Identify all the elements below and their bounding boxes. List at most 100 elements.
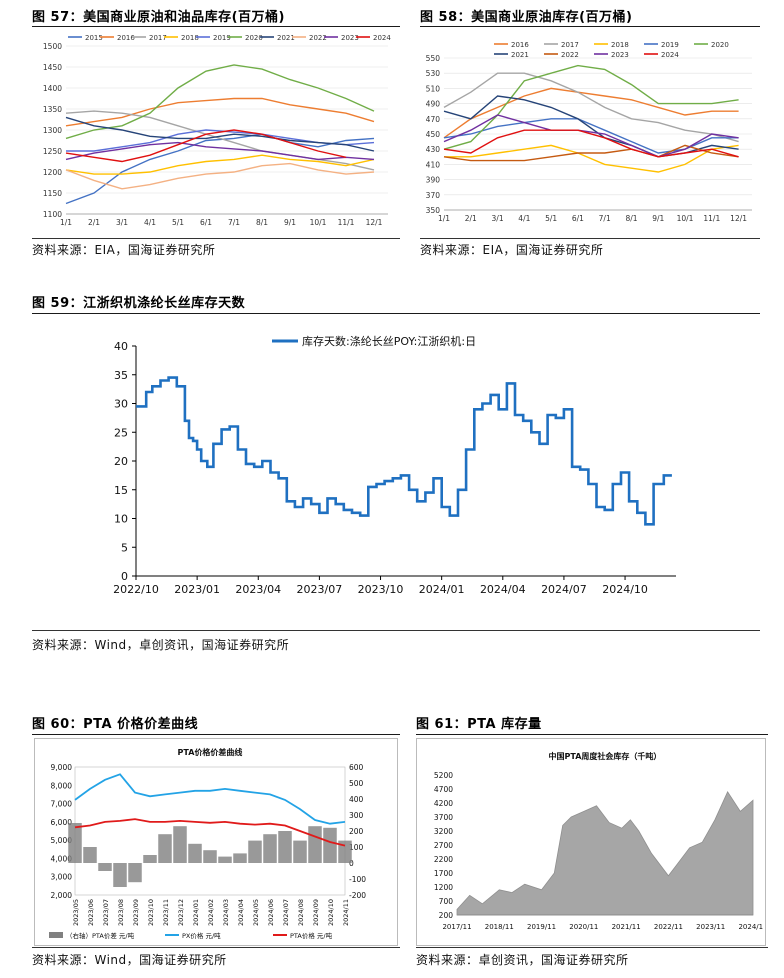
series-line-2016 [443, 87, 739, 139]
x-tick-label: 2024/09 [312, 899, 320, 926]
x-tick-label: 2024/05 [252, 899, 260, 926]
x-tick-label: 2021/11 [612, 923, 641, 931]
y-right-tick-label: -200 [349, 891, 366, 900]
x-tick-label: 2024/08 [297, 899, 305, 926]
y-tick-label: 1200 [434, 883, 453, 892]
spread-bar [203, 850, 217, 863]
y-tick-label: 510 [426, 84, 441, 93]
figure-58-title: 图 58：美国商业原油库存(百万桶) [420, 10, 633, 25]
spread-bar [128, 863, 142, 883]
x-tick-label: 2024/01 [419, 583, 465, 596]
x-tick-label: 2/1 [88, 218, 100, 227]
legend-label-2016: 2016 [117, 34, 135, 42]
spread-bar [68, 823, 82, 863]
y-tick-label: 370 [426, 191, 441, 200]
x-tick-label: 2017/11 [442, 923, 471, 931]
x-tick-label: 2023/07 [102, 899, 110, 926]
y-tick-label: 1200 [43, 168, 62, 177]
x-tick-label: 11/1 [703, 214, 720, 223]
y-tick-label: 25 [114, 426, 128, 439]
x-tick-label: 2023/10 [147, 899, 155, 926]
y-tick-label: 450 [426, 130, 441, 139]
y-tick-label: 550 [426, 54, 441, 63]
figure-60-bottom-rule [32, 947, 400, 948]
figure-57-source: 资料来源：EIA，国海证券研究所 [32, 243, 216, 257]
legend-swatch-spread [49, 932, 63, 938]
y-tick-label: 4200 [434, 799, 453, 808]
legend-label-2019: 2019 [213, 34, 231, 42]
x-tick-label: 2023/11 [162, 899, 170, 926]
y-right-tick-label: -100 [349, 875, 366, 884]
legend-label-2018: 2018 [181, 34, 199, 42]
spread-bar [188, 843, 202, 863]
y-right-tick-label: 300 [349, 811, 364, 820]
legend-label-2017: 2017 [149, 34, 167, 42]
spread-bar [323, 827, 337, 863]
y-tick-label: 530 [426, 69, 441, 78]
y-tick-label: 1300 [43, 126, 62, 135]
x-tick-label: 2019/11 [527, 923, 556, 931]
y-tick-label: 3200 [434, 827, 453, 836]
legend-label-2017: 2017 [561, 41, 579, 49]
x-tick-label: 2023/08 [117, 899, 125, 926]
figure-59-chart: 0 5 10 15 20 25 30 35 40 2022/10 2023/01 2023/04 202… [113, 334, 676, 596]
y-left-tick-label: 6,000 [51, 818, 73, 827]
y-tick-label: 35 [114, 369, 128, 382]
series-line-2017 [65, 110, 375, 171]
x-tick-label: 2024/11 [342, 899, 350, 926]
x-tick-label: 2023/04 [235, 583, 281, 596]
x-tick-label: 2022/10 [113, 583, 159, 596]
series-line-2022 [65, 162, 375, 190]
x-tick-label: 4/1 [144, 218, 156, 227]
x-tick-label: 2024/04 [480, 583, 526, 596]
figure-59-source: 资料来源：Wind，卓创资讯，国海证券研究所 [32, 638, 290, 652]
y-tick-label: 5 [121, 541, 128, 554]
series-line-2020 [443, 64, 739, 150]
legend-label-2024: 2024 [373, 34, 391, 42]
figure-60-top-rule [32, 734, 400, 735]
y-right-tick-label: 200 [349, 827, 364, 836]
y-tick-label: 4700 [434, 785, 453, 794]
y-tick-label: 30 [114, 398, 128, 411]
figure-60-source: 资料来源：Wind，国海证券研究所 [32, 953, 227, 967]
x-tick-label: 2024/10 [327, 899, 335, 926]
legend-label: 库存天数:涤纶长丝POY:江浙织机:日 [302, 334, 476, 348]
legend-label-2022: 2022 [309, 34, 327, 42]
spread-bar [113, 863, 127, 887]
series-line-inventory-days [136, 376, 672, 526]
spread-bar [278, 831, 292, 863]
y-tick-label: 15 [114, 484, 128, 497]
series-line-2020 [65, 64, 375, 140]
spread-bar [308, 826, 322, 863]
series-line-2016 [65, 97, 375, 127]
x-tick-label: 4/1 [518, 214, 530, 223]
legend-label-2020: 2020 [711, 41, 729, 49]
figure-57-title: 图 57：美国商业原油和油品库存(百万桶) [32, 10, 285, 25]
x-tick-label: 12/1 [730, 214, 747, 223]
x-tick-label: 2/1 [465, 214, 477, 223]
x-tick-label: 8/1 [256, 218, 268, 227]
y-tick-label: 700 [439, 897, 454, 906]
x-tick-label: 8/1 [625, 214, 637, 223]
x-tick-label: 12/1 [366, 218, 383, 227]
x-tick-label: 2023/10 [358, 583, 404, 596]
figure-57-bottom-rule [32, 238, 400, 239]
spread-bar [173, 826, 187, 863]
y-tick-label: 1350 [43, 105, 62, 114]
y-left-tick-label: 8,000 [51, 781, 73, 790]
x-tick-label: 10/1 [677, 214, 694, 223]
x-tick-label: 2020/11 [569, 923, 598, 931]
legend-label-2018: 2018 [611, 41, 629, 49]
spread-bar [338, 840, 352, 863]
legend-label-2019: 2019 [661, 41, 679, 49]
legend-label-2023: 2023 [611, 51, 629, 59]
x-tick-label: 2023/01 [174, 583, 220, 596]
series-line-2024 [443, 129, 739, 158]
spread-bar [218, 856, 232, 863]
legend-label-2021: 2021 [511, 51, 529, 59]
spread-bar [233, 853, 247, 863]
series-line-2 [74, 818, 346, 847]
x-tick-label: 1/1 [60, 218, 72, 227]
legend-label-2015: 2015 [85, 34, 103, 42]
figure-58-top-rule [420, 26, 760, 27]
